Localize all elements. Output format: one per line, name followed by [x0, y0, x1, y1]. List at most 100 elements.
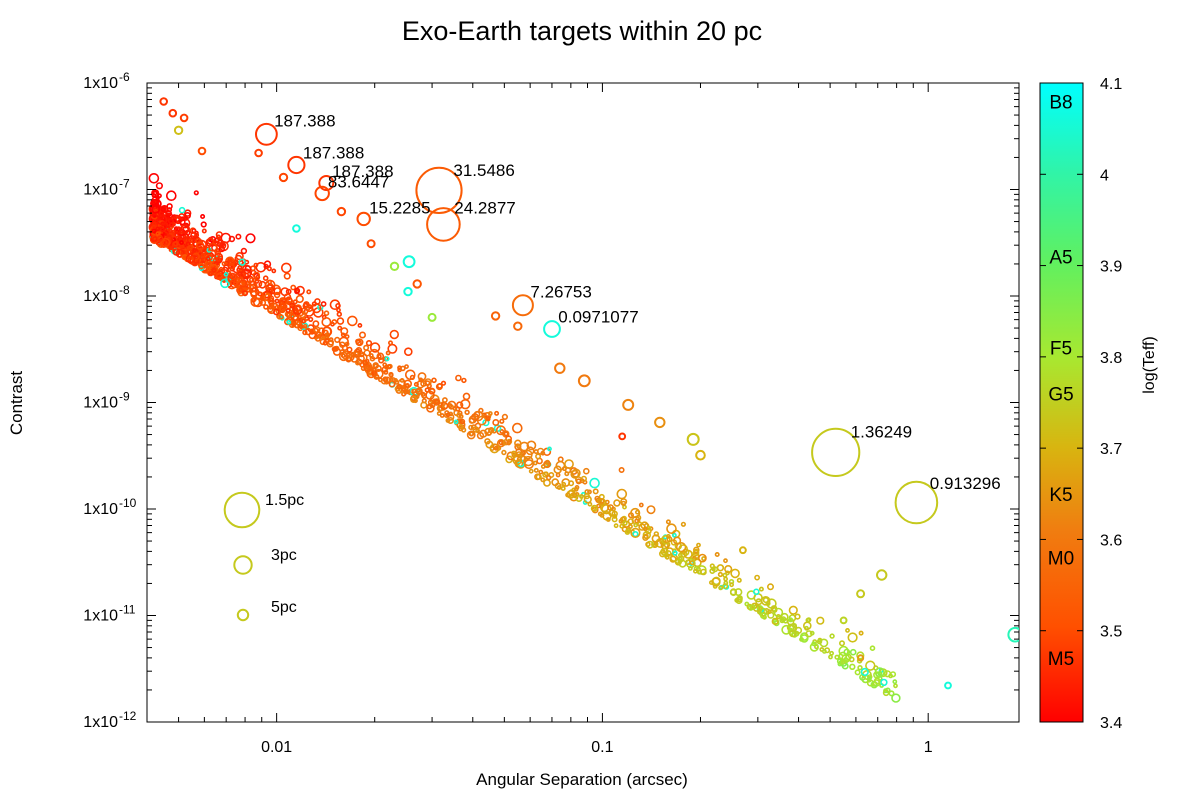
bg-star-point	[665, 519, 671, 525]
bg-star-point	[331, 346, 338, 352]
bg-star-point	[403, 379, 413, 389]
bg-star-point	[849, 648, 857, 656]
bg-star-point	[298, 324, 304, 330]
bg-star-point	[698, 553, 707, 563]
bg-star-point	[185, 253, 196, 264]
bg-star-point	[205, 256, 211, 262]
bg-star-point	[893, 683, 898, 689]
bg-star-point	[788, 617, 794, 623]
bg-star-point	[208, 271, 214, 277]
bg-star-point	[405, 389, 411, 395]
y-tick-label: 1x10	[83, 501, 118, 518]
colorbar-tick-label: 3.6	[1100, 532, 1122, 549]
bg-star-point	[188, 238, 194, 244]
bg-star-point	[664, 554, 670, 560]
bg-star-point	[730, 568, 740, 579]
bg-star-point	[336, 317, 345, 325]
bg-star-point	[280, 262, 292, 274]
bg-star-point	[235, 233, 242, 240]
bg-star-point	[771, 617, 779, 626]
bg-star-point	[794, 626, 803, 635]
size-legend-label: 3pc	[271, 547, 297, 564]
bg-star-point	[252, 271, 260, 279]
bg-star-point	[849, 663, 856, 670]
star-point	[402, 255, 416, 269]
bg-star-point	[324, 338, 330, 343]
bg-star-point	[754, 574, 760, 581]
point-annotation-label: 24.2877	[454, 199, 515, 218]
bg-star-point	[198, 262, 205, 270]
chart-title: Exo-Earth targets within 20 pc	[402, 16, 762, 46]
bg-star-point	[178, 206, 186, 214]
star-point	[622, 398, 635, 411]
bg-star-point	[278, 314, 285, 320]
bg-star-point	[680, 521, 687, 527]
bg-star-point	[523, 455, 534, 467]
bg-star-point	[543, 478, 551, 487]
bg-star-point	[612, 513, 618, 519]
bg-star-point	[867, 676, 872, 681]
bg-star-point	[355, 360, 360, 366]
bg-star-point	[321, 316, 332, 327]
bg-star-point	[415, 387, 423, 395]
bg-star-point	[722, 583, 729, 590]
bg-star-point	[227, 272, 237, 283]
spectral-class-label: A5	[1049, 247, 1072, 268]
background-population	[148, 173, 901, 703]
bg-star-point	[487, 411, 493, 416]
bg-star-point	[805, 617, 811, 623]
bg-star-point	[840, 659, 846, 665]
bg-star-point	[788, 605, 798, 615]
y-tick-label: 1x10	[83, 182, 118, 199]
bg-star-point	[305, 306, 311, 312]
bg-star-point	[400, 365, 406, 372]
spectral-class-label: M0	[1048, 549, 1074, 570]
bg-star-point	[717, 571, 724, 578]
y-tick-exponent: -6	[119, 70, 130, 84]
bg-star-point	[760, 595, 771, 606]
highlighted-points	[159, 97, 1019, 690]
bg-star-point	[155, 182, 163, 190]
bg-star-point	[616, 488, 628, 500]
bg-star-point	[364, 361, 373, 370]
bg-star-point	[221, 261, 227, 267]
bg-star-point	[424, 380, 431, 387]
bg-star-point	[457, 418, 463, 425]
bg-star-point	[858, 630, 864, 636]
annotated-star-point	[543, 320, 561, 338]
y-tick-label: 1x10	[83, 714, 118, 731]
bg-star-point	[301, 318, 306, 324]
bg-star-point	[675, 541, 687, 553]
bg-star-point	[464, 409, 470, 415]
bg-star-point	[723, 576, 729, 582]
bg-star-point	[362, 359, 368, 366]
bg-star-point	[151, 205, 160, 214]
bg-star-point	[638, 502, 644, 508]
bg-star-point	[838, 640, 845, 647]
bg-star-point	[158, 213, 164, 220]
bg-star-point	[179, 240, 184, 245]
bg-star-point	[232, 281, 238, 287]
bg-star-point	[666, 536, 673, 543]
bg-star-point	[734, 588, 743, 597]
y-tick-label: 1x10	[83, 608, 118, 625]
x-tick-label: 0.1	[591, 739, 613, 756]
bg-star-point	[883, 670, 892, 678]
bg-star-point	[173, 226, 179, 232]
bg-star-point	[366, 369, 376, 379]
bg-star-point	[634, 518, 640, 524]
bg-star-point	[344, 341, 350, 347]
y-tick-exponent: -7	[119, 177, 130, 191]
bg-star-point	[678, 556, 683, 562]
point-annotation-label: 187.388	[274, 112, 335, 131]
plot-area	[146, 82, 1020, 723]
bg-star-point	[308, 331, 317, 340]
star-point	[173, 125, 184, 136]
bg-star-point	[515, 451, 523, 458]
bg-star-point	[575, 478, 582, 485]
bg-star-point	[788, 629, 797, 638]
bg-star-point	[651, 534, 661, 543]
bg-star-point	[387, 340, 393, 346]
bg-star-point	[331, 319, 338, 325]
